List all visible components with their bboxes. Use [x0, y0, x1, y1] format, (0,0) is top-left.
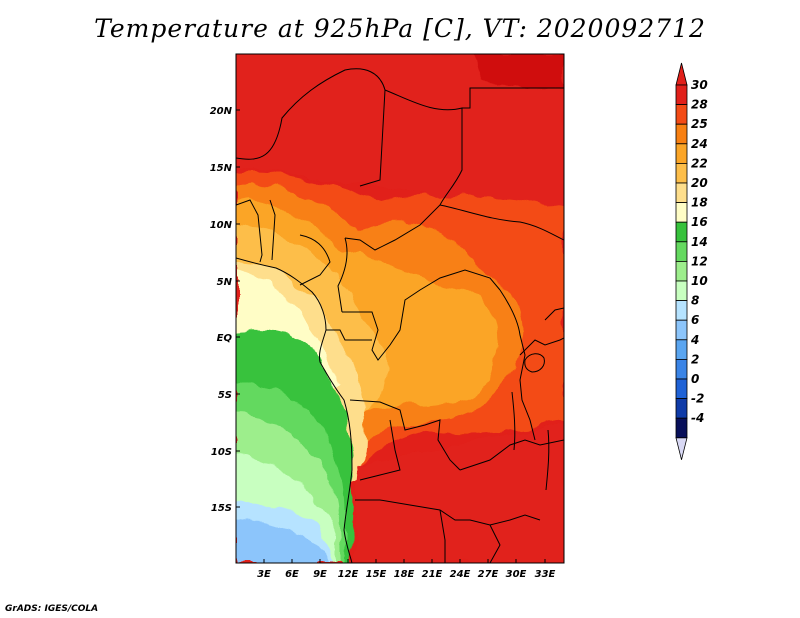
map-title: Temperature at 925hPa [C], VT: 202009271…	[94, 14, 706, 43]
lat-label: EQ	[217, 333, 233, 344]
colorbar-swatch	[675, 300, 688, 321]
lon-label: 24E	[450, 569, 471, 580]
colorbar-label: 24	[691, 137, 708, 151]
border-6	[269, 199, 276, 261]
border-12	[349, 399, 461, 471]
latitude-axis: 20N 15N 10N 5N EQ 5S 10S 15S	[210, 106, 233, 514]
border-7	[299, 234, 331, 286]
longitude-ticks	[263, 559, 546, 563]
colorbar-swatch	[675, 162, 688, 184]
lat-label: 15N	[210, 163, 233, 174]
colorbar-swatch	[675, 358, 688, 380]
colorbar-label: 8	[691, 294, 699, 308]
temperature-field	[236, 54, 564, 563]
border-16	[439, 509, 446, 563]
footer-credit: GrADS: IGES/COLA	[5, 604, 99, 614]
colorbar-label: 30	[691, 78, 708, 92]
lake-tanganyika	[511, 391, 516, 451]
border-11	[499, 289, 536, 441]
lat-label: 15S	[211, 503, 232, 514]
lat-label: 10N	[210, 220, 233, 231]
border-1	[236, 68, 386, 187]
colorbar-swatch	[675, 241, 688, 262]
colorbar-swatch	[675, 202, 688, 223]
colorbar-swatch	[675, 221, 688, 243]
border-2	[344, 89, 463, 251]
latitude-ticks	[236, 109, 240, 508]
lon-label: 15E	[366, 569, 387, 580]
colorbar-label: 6	[691, 313, 699, 327]
lon-label: 21E	[422, 569, 443, 580]
colorbar-label: 16	[691, 215, 708, 229]
colorbar-label: 18	[691, 196, 708, 210]
border-4	[439, 204, 564, 241]
colorbar-label: 4	[690, 333, 699, 347]
colorbar-swatch	[675, 398, 688, 419]
colorbar-swatch	[675, 123, 688, 145]
colorbar-top-cap	[675, 62, 688, 86]
lon-label: 27E	[478, 569, 499, 580]
border-9	[342, 269, 501, 361]
lon-label: 6E	[285, 569, 299, 580]
border-17	[489, 524, 501, 563]
coastlines-and-borders	[236, 68, 564, 563]
field-hot-south	[355, 425, 564, 563]
colorbar-label: 2	[691, 352, 699, 366]
colorbar-swatch	[675, 339, 688, 360]
colorbar-swatch	[675, 84, 688, 106]
colorbar-label: 22	[691, 156, 708, 170]
lon-label: 18E	[394, 569, 415, 580]
lon-label: 9E	[313, 569, 327, 580]
coastline-west	[236, 257, 353, 563]
colorbar-swatch	[675, 319, 688, 341]
border-18	[519, 337, 564, 356]
lake-victoria	[524, 353, 545, 373]
field-band-30	[470, 54, 564, 89]
border-14	[459, 439, 564, 471]
border-5	[236, 199, 263, 263]
border-8	[337, 237, 348, 313]
colorbar-label: 28	[691, 98, 708, 112]
border-10	[326, 329, 372, 341]
colorbar-swatch	[675, 104, 688, 125]
border-3	[462, 87, 564, 109]
lon-label: 30E	[506, 569, 527, 580]
colorbar-label: -4	[691, 411, 704, 425]
colorbar-label: 12	[691, 254, 708, 268]
lake-malawi	[545, 429, 550, 491]
lat-label: 10S	[211, 447, 232, 458]
colorbar-swatch	[675, 143, 688, 164]
colorbar-label: 10	[691, 274, 708, 288]
lat-label: 5N	[217, 277, 233, 288]
border-15	[355, 499, 541, 526]
colorbar-label: 0	[691, 372, 699, 386]
lat-label: 20N	[210, 106, 233, 117]
colorbar-label: 14	[691, 235, 708, 249]
colorbar-swatch	[675, 260, 688, 282]
longitude-axis: 3E 6E 9E 12E 15E 18E 21E 24E 27E 30E 33E	[257, 569, 555, 580]
colorbar-label: 20	[691, 176, 708, 190]
field-band-6	[236, 520, 330, 563]
colorbar-swatch	[675, 280, 688, 302]
colorbar-swatch	[675, 378, 688, 400]
colorbar-swatch	[675, 417, 688, 439]
border-19	[544, 307, 564, 321]
colorbar-label: 25	[691, 117, 708, 131]
lon-label: 33E	[535, 569, 556, 580]
colorbar-bottom-cap	[675, 437, 688, 460]
colorbar-swatch	[675, 182, 688, 204]
lat-label: 5S	[218, 390, 232, 401]
lon-label: 12E	[338, 569, 359, 580]
lon-label: 3E	[257, 569, 271, 580]
border-13	[359, 419, 401, 481]
colorbar-label: -2	[691, 392, 704, 406]
field-hot-north	[236, 54, 564, 210]
